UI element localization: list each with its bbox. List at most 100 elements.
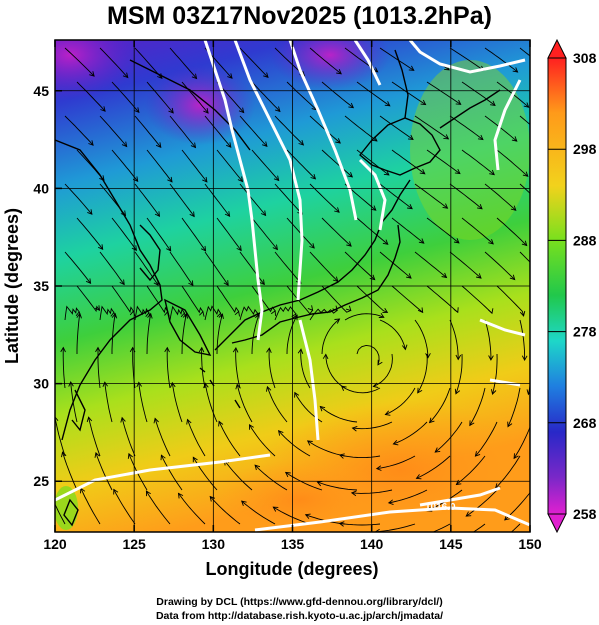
y-axis-label: Latitude (degrees)	[2, 208, 22, 364]
streamline-arrow	[338, 453, 345, 459]
wind-streamlines	[55, 47, 530, 532]
streamline-arrow	[420, 99, 427, 106]
streamline	[192, 457, 218, 491]
x-tick-label: 125	[122, 536, 146, 552]
streamline	[492, 353, 498, 395]
streamline	[320, 406, 358, 423]
streamline	[80, 488, 101, 525]
streamline	[169, 115, 196, 148]
streamline	[99, 305, 115, 321]
streamline-arrow	[95, 346, 101, 353]
streamline-arrow	[61, 451, 67, 458]
streamline	[496, 217, 528, 246]
streamline-arrow	[454, 388, 461, 395]
streamline-arrow	[454, 168, 461, 175]
streamline	[309, 47, 342, 75]
streamline	[62, 452, 78, 491]
streamline-arrow	[419, 169, 426, 175]
streamline-arrow	[235, 383, 241, 390]
streamline-arrow	[507, 421, 513, 428]
streamline	[201, 347, 206, 389]
streamline-arrow	[177, 492, 184, 499]
streamline	[241, 500, 276, 525]
streamline-arrow	[453, 307, 459, 314]
streamline-arrow	[199, 310, 205, 317]
streamline	[300, 349, 311, 389]
streamline	[64, 115, 94, 146]
streamline-arrow	[89, 71, 95, 77]
streamline	[414, 251, 447, 278]
streamline-arrow	[120, 210, 127, 217]
latitude-axis: 25 30 35 40 45	[33, 83, 62, 489]
streamline-arrow	[99, 175, 105, 181]
streamline	[356, 344, 380, 365]
streamline	[251, 217, 278, 250]
colorbar: 308 298 288 278 268 258	[547, 38, 597, 534]
streamline-arrow	[192, 456, 198, 463]
streamline-arrow	[120, 416, 126, 423]
streamline	[519, 251, 530, 263]
y-tick-label: 35	[33, 278, 49, 294]
lat-lon-grid	[55, 40, 530, 532]
streamline	[519, 319, 526, 361]
streamline	[181, 285, 204, 314]
streamline-arrow	[273, 175, 280, 182]
streamline-arrow	[407, 204, 413, 210]
streamline-arrow	[121, 141, 128, 148]
streamline	[341, 385, 381, 394]
streamline-arrow	[113, 488, 119, 495]
streamline-arrow	[377, 359, 383, 366]
streamline-arrow	[417, 387, 423, 394]
isobars	[55, 40, 530, 532]
streamline-arrow	[168, 107, 174, 114]
streamline	[111, 285, 134, 313]
streamline	[204, 305, 221, 321]
streamline	[391, 285, 423, 313]
streamline	[254, 464, 288, 491]
streamline	[113, 489, 136, 525]
streamline-arrow	[334, 207, 340, 213]
streamline-arrow	[384, 410, 391, 416]
streamline	[432, 523, 451, 532]
streamline	[134, 305, 150, 321]
streamline-arrow	[350, 490, 357, 497]
streamline	[286, 285, 313, 315]
streamline	[461, 81, 496, 106]
streamline-arrow	[153, 417, 159, 424]
streamline	[216, 313, 223, 355]
streamline-arrow	[418, 238, 425, 244]
streamline	[388, 489, 428, 504]
streamline-arrow	[340, 385, 347, 391]
streamline-arrow	[521, 240, 528, 247]
streamline-arrow	[334, 318, 341, 324]
streamline	[70, 381, 78, 423]
streamline-arrow	[119, 279, 125, 286]
streamline-arrow	[272, 244, 278, 251]
streamline-arrow	[522, 171, 529, 177]
streamline	[391, 217, 425, 244]
streamline-arrow	[284, 471, 291, 478]
colorbar-label: 268	[573, 415, 597, 431]
streamline	[268, 348, 276, 389]
colorbar-bottom-arrow	[547, 513, 567, 534]
streamline-arrow	[170, 381, 176, 388]
streamline	[249, 424, 276, 457]
streamline	[64, 47, 95, 77]
streamline-arrow	[274, 106, 281, 113]
streamline	[391, 149, 426, 175]
streamline	[356, 217, 389, 245]
y-tick-label: 45	[33, 83, 49, 99]
streamline	[286, 149, 316, 180]
streamline-arrow	[338, 521, 345, 527]
temperature-field	[55, 40, 530, 532]
streamline-arrow	[469, 420, 475, 427]
streamline-arrow	[86, 416, 93, 423]
streamline	[239, 183, 266, 216]
streamline	[209, 496, 241, 525]
streamline-arrow	[98, 244, 104, 251]
streamline-arrow	[240, 500, 247, 506]
streamline	[449, 115, 484, 140]
streamline-arrow	[392, 439, 399, 446]
streamline	[456, 455, 486, 485]
longitude-axis: 120 125 130 135 140 145 150	[43, 40, 542, 552]
